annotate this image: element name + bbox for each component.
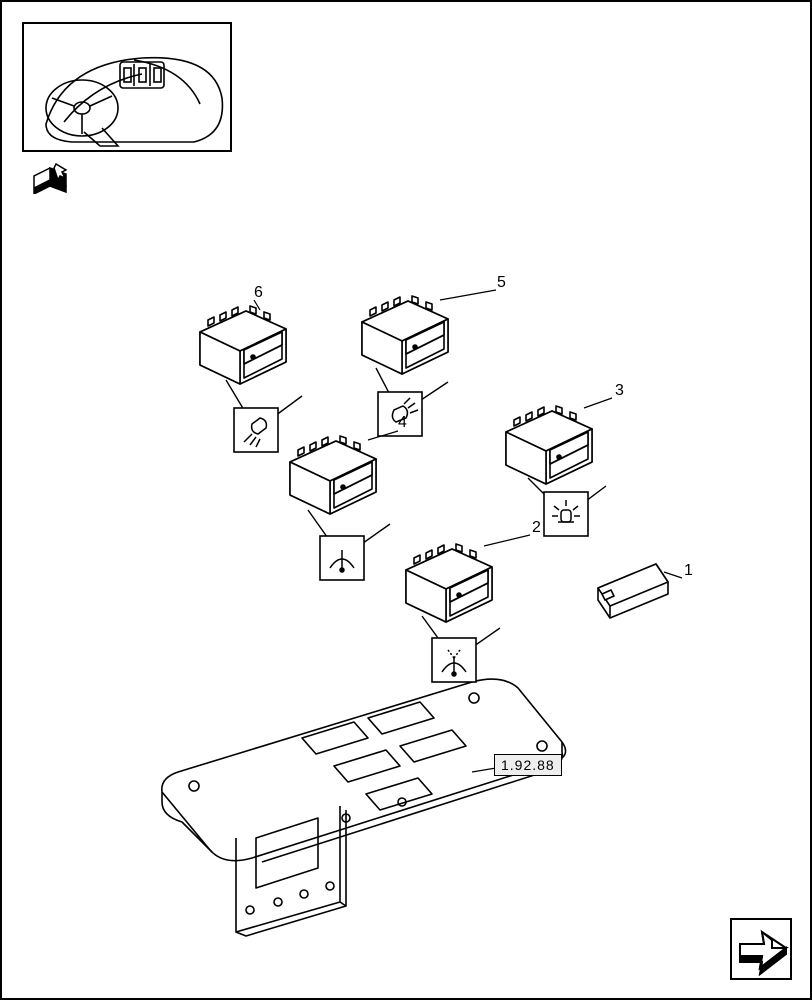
callout-1: 1 xyxy=(684,562,693,580)
reference-tag: 1.92.88 xyxy=(494,754,562,776)
cover-1-group xyxy=(598,564,682,618)
callout-5: 5 xyxy=(497,274,506,292)
switch-panel xyxy=(162,679,566,936)
callout-2: 2 xyxy=(532,519,541,537)
switch-3-group xyxy=(506,398,612,536)
switch-2-group xyxy=(406,535,530,682)
switch-6-group xyxy=(200,300,302,452)
callout-4: 4 xyxy=(398,414,407,432)
callout-3: 3 xyxy=(615,382,624,400)
next-page-box xyxy=(730,918,792,980)
diagram-page: 1 2 3 4 5 6 1.92.88 xyxy=(0,0,812,1000)
switch-4-group xyxy=(290,431,398,580)
switch-5-group xyxy=(362,290,496,436)
reference-leader xyxy=(472,768,496,772)
callout-6: 6 xyxy=(254,284,263,302)
main-diagram xyxy=(2,2,812,1000)
next-arrow-icon xyxy=(732,920,794,982)
